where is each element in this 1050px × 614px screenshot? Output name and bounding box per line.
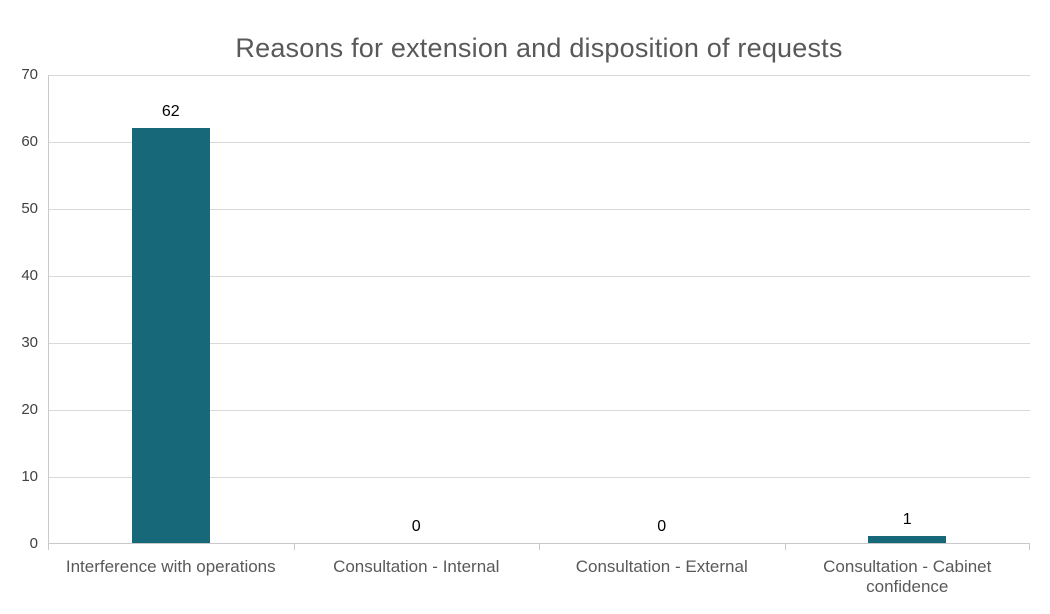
category-label-text: Interference with operations [65, 557, 276, 576]
x-axis-line [48, 543, 1030, 544]
y-axis-tick-label: 10 [21, 468, 38, 485]
gridline [48, 275, 1030, 277]
gridline [48, 74, 1030, 76]
y-axis-tick-label: 20 [21, 401, 38, 418]
bar [868, 536, 947, 543]
bar [131, 128, 210, 543]
y-axis-line [48, 75, 49, 544]
x-axis-tick [1029, 544, 1030, 550]
gridline [48, 342, 1030, 344]
category-label: Consultation - Cabinet confidence [785, 557, 1031, 597]
y-axis-tick-label: 60 [21, 133, 38, 150]
x-axis-tick [539, 544, 540, 550]
y-axis-tick-label: 50 [21, 200, 38, 217]
gridline [48, 141, 1030, 143]
y-axis-tick-label: 40 [21, 267, 38, 284]
x-axis-tick [48, 544, 49, 550]
gridline [48, 409, 1030, 411]
bar-value-label: 1 [902, 511, 912, 528]
category-label: Consultation - Internal [294, 557, 540, 577]
bar-chart-plot-area: 0 10 20 30 40 50 60 70 62 Interference with opera… [21, 66, 1030, 596]
category-label: Interference with operations [48, 557, 294, 577]
x-axis-tick [293, 544, 295, 550]
y-axis-tick-label: 70 [21, 66, 38, 83]
bar-value-label: 0 [411, 518, 421, 535]
category-label-text: Consultation - External [575, 557, 748, 576]
gridline [48, 208, 1030, 210]
category-label-text: Consultation - Internal [333, 557, 500, 576]
category-label: Consultation - External [539, 557, 785, 577]
gridline [48, 476, 1030, 478]
chart-title: Reasons for extension and disposition of… [235, 33, 843, 63]
y-axis-tick-label: 30 [21, 334, 38, 351]
bar-value-label: 0 [657, 518, 667, 535]
x-axis-tick [784, 544, 786, 550]
y-axis-tick-label: 0 [29, 535, 38, 552]
bar-value-label: 62 [161, 103, 180, 120]
category-label-text: Consultation - Cabinet confidence [823, 557, 992, 596]
